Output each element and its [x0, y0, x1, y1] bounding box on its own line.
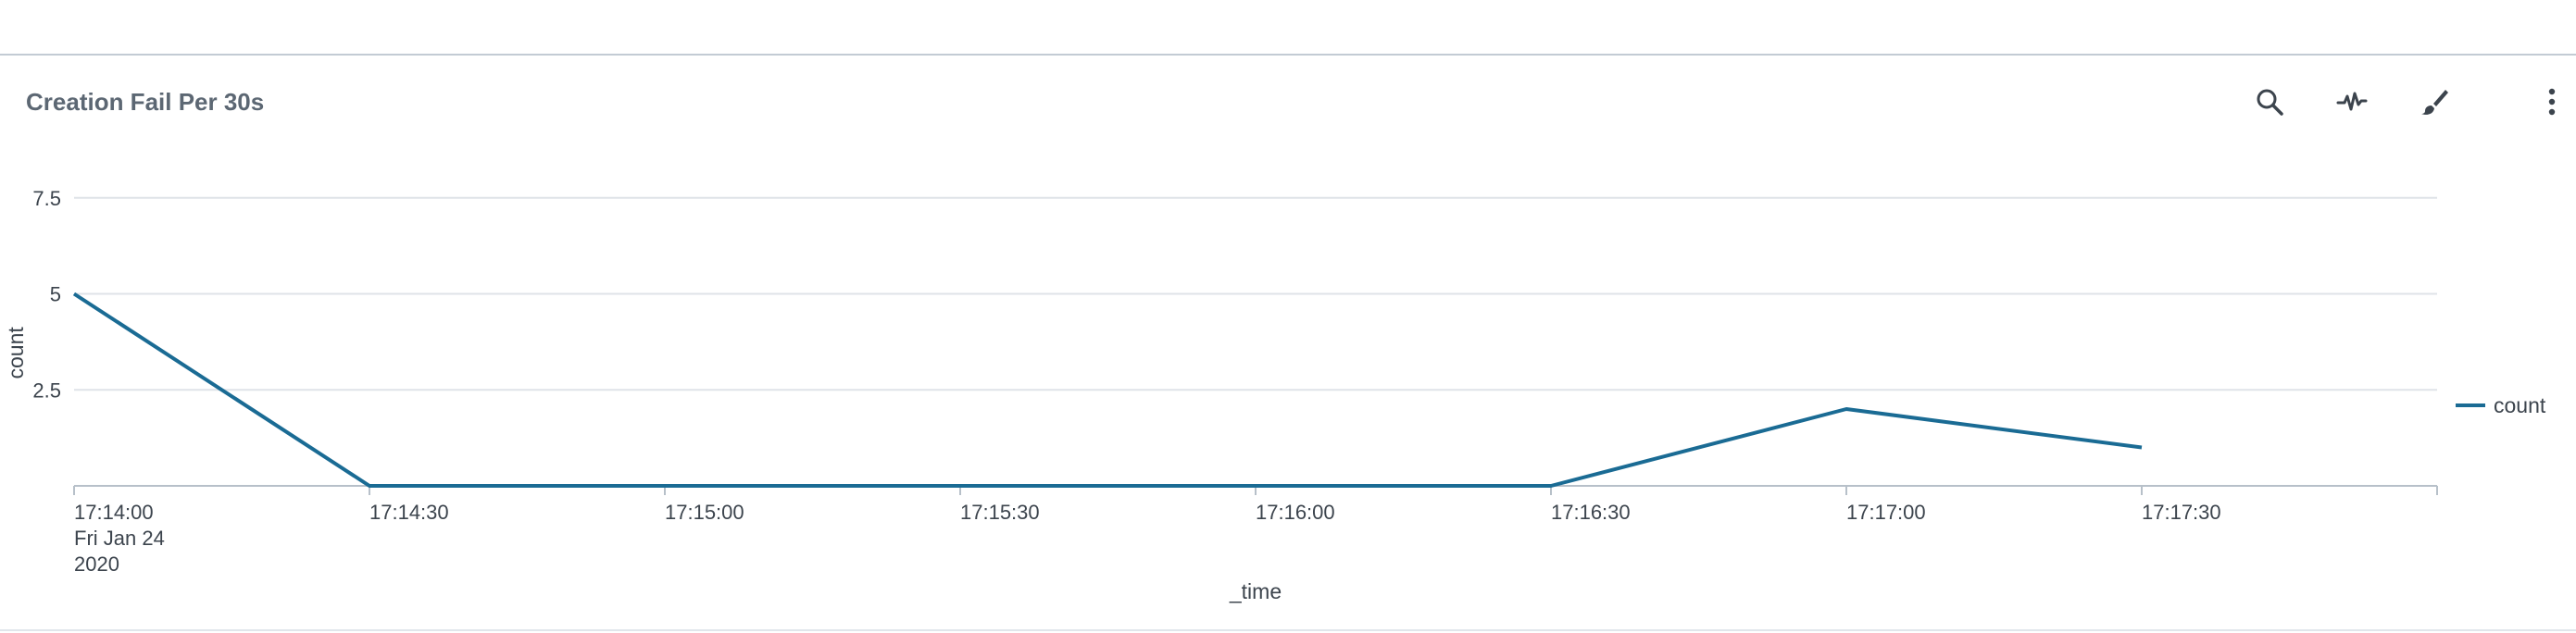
x-tick-label: 17:17:00 [1846, 501, 1926, 524]
x-tick-label: 17:15:00 [665, 501, 744, 524]
legend-label: count [2494, 393, 2546, 417]
top-bar [0, 0, 2576, 56]
x-tick-label: 17:14:30 [369, 501, 449, 524]
panel-title: Creation Fail Per 30s [26, 88, 264, 117]
x-axis-title: _time [1229, 579, 1282, 603]
x-tick-label: 17:17:30 [2142, 501, 2221, 524]
brush-icon [2419, 86, 2450, 122]
line-chart: 2.5 5 7.5 17:14:00 17:14:30 17:15:00 17:15:30 1… [0, 139, 2576, 620]
x-tick-label: 17:15:30 [960, 501, 1040, 524]
trend-button[interactable] [2330, 81, 2374, 126]
more-button[interactable] [2530, 81, 2574, 126]
format-button[interactable] [2412, 81, 2457, 126]
x-tick-sublabel: Fri Jan 24 [74, 527, 165, 550]
search-button[interactable] [2247, 81, 2292, 126]
search-icon [2254, 86, 2285, 122]
x-tick-sublabel: 2020 [74, 552, 119, 576]
y-tick-label: 5 [50, 283, 61, 306]
pulse-icon [2336, 86, 2368, 122]
panel-bottom-border [0, 629, 2576, 631]
x-tick-label: 17:16:30 [1551, 501, 1631, 524]
y-tick-label: 7.5 [32, 187, 61, 210]
y-axis-title: count [4, 327, 28, 379]
x-tick-label: 17:14:00 [74, 501, 154, 524]
x-tick-label: 17:16:00 [1256, 501, 1335, 524]
more-vertical-icon [2536, 86, 2568, 122]
y-tick-label: 2.5 [32, 379, 61, 402]
